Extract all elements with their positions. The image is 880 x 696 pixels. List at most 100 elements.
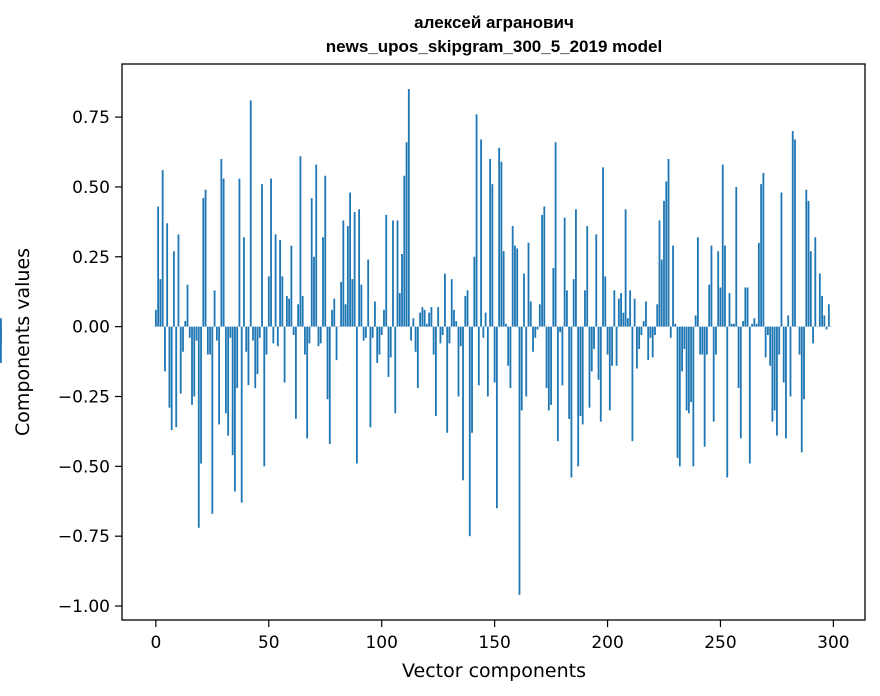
bar-291 — [812, 326, 814, 344]
bar-127 — [441, 326, 444, 336]
bar-110 — [403, 175, 406, 327]
bar-60 — [290, 245, 293, 327]
bar-207 — [622, 312, 625, 327]
bar-162 — [520, 326, 523, 411]
y-tick-label: 0.25 — [72, 248, 110, 268]
bar-152 — [498, 147, 501, 327]
bar-147 — [486, 326, 489, 397]
bar-0 — [154, 309, 157, 327]
bar-126 — [439, 326, 442, 344]
bar-155 — [505, 323, 507, 327]
bar-206 — [620, 293, 622, 327]
bar-16 — [191, 326, 193, 405]
bar-297 — [825, 326, 828, 330]
bar-136 — [462, 326, 464, 481]
bar-46 — [258, 326, 261, 338]
bar-undefined — [0, 318, 2, 327]
plot-frame — [121, 63, 866, 621]
bar-287 — [803, 326, 805, 400]
bar-144 — [480, 139, 482, 327]
bar-108 — [398, 293, 401, 327]
bar-137 — [464, 295, 467, 327]
bar-58 — [285, 295, 288, 327]
x-tick-label: 200 — [591, 633, 623, 653]
y-axis: 0.75 0.50 0.25 0.00 −0.25 −0.50 −0.75 −1.00 — [58, 108, 122, 617]
bar-83 — [342, 220, 345, 327]
bar-188 — [579, 326, 582, 417]
bar-251 — [721, 164, 724, 327]
bar-74 — [322, 237, 324, 327]
bar-277 — [780, 192, 783, 327]
bar-53 — [274, 234, 277, 327]
bar-153 — [500, 161, 503, 327]
bar-11 — [179, 326, 182, 394]
bar-212 — [633, 298, 636, 327]
bar-95 — [369, 326, 372, 428]
bar-67 — [306, 326, 309, 439]
bar-243 — [703, 326, 706, 447]
bar-274 — [773, 326, 776, 411]
bar-197 — [599, 326, 602, 422]
bar-263 — [748, 326, 751, 464]
bar-9 — [175, 326, 178, 428]
bar-111 — [405, 142, 408, 327]
bar-59 — [288, 298, 291, 327]
bar-25 — [211, 326, 214, 514]
bar-64 — [299, 156, 302, 327]
bar-209 — [626, 318, 629, 327]
bar-149 — [491, 184, 494, 327]
bar-213 — [636, 326, 638, 369]
bar-42 — [249, 100, 252, 327]
bar-220 — [651, 326, 654, 358]
bar-222 — [656, 304, 659, 327]
bar-180 — [561, 326, 564, 386]
bar-181 — [563, 217, 566, 327]
bar-151 — [495, 326, 498, 509]
bar-258 — [737, 326, 740, 389]
bar-78 — [331, 309, 333, 327]
bar-48 — [263, 326, 266, 467]
bar-176 — [552, 267, 555, 327]
bar-169 — [536, 326, 539, 330]
bar-233 — [681, 326, 683, 372]
bar-275 — [776, 326, 778, 436]
bar-94 — [367, 259, 370, 327]
bar-165 — [527, 242, 530, 327]
bar-76 — [326, 326, 329, 400]
bar-148 — [489, 158, 492, 327]
bar-182 — [565, 290, 568, 327]
bar-179 — [559, 326, 562, 333]
bar-265 — [753, 318, 756, 327]
bar-52 — [272, 326, 275, 344]
bar-248 — [715, 326, 717, 355]
bar-54 — [276, 326, 279, 347]
y-tick-label: 0.50 — [72, 178, 110, 198]
bar-177 — [554, 142, 557, 327]
bar-undefined — [0, 326, 2, 363]
bar-77 — [328, 326, 331, 444]
x-tick-label: 250 — [704, 633, 736, 653]
bar-66 — [304, 326, 306, 355]
y-tick-label: −1.00 — [58, 597, 110, 617]
bar-40 — [245, 326, 248, 352]
bar-216 — [642, 321, 645, 327]
bar-41 — [247, 326, 250, 386]
bar-20 — [200, 326, 202, 464]
bar-262 — [746, 287, 749, 327]
bar-37 — [238, 178, 241, 327]
bar-5 — [166, 223, 169, 327]
bar-109 — [401, 253, 403, 327]
bar-86 — [349, 192, 351, 327]
bar-234 — [683, 326, 686, 349]
bar-14 — [186, 284, 189, 327]
bar-154 — [502, 251, 505, 327]
bar-90 — [358, 209, 361, 327]
bar-218 — [647, 326, 650, 361]
chart-title-line1: алексей агранович — [414, 13, 574, 32]
bar-43 — [252, 326, 254, 341]
bar-112 — [407, 89, 410, 327]
bar-241 — [699, 326, 702, 355]
bar-200 — [606, 326, 609, 355]
bar-249 — [717, 251, 720, 327]
bar-221 — [654, 326, 656, 336]
